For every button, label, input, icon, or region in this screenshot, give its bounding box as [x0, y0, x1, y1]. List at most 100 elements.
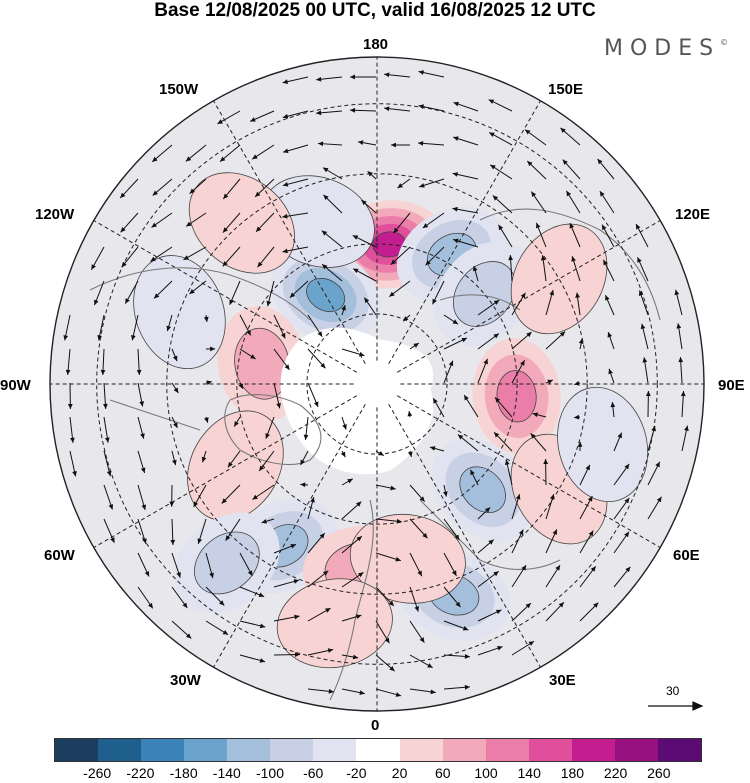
wind-vector-10 [384, 106, 411, 112]
wind-vector-195 [579, 464, 591, 486]
wind-vector-98 [307, 314, 323, 338]
wind-vector-250 [341, 614, 362, 622]
reference-vector-label: 30 [666, 684, 680, 698]
wind-vector-197 [647, 461, 661, 486]
wind-vector-137 [477, 358, 488, 384]
wind-vector-31 [254, 178, 275, 198]
wind-vector-142 [642, 357, 649, 384]
wind-vector-270 [409, 688, 436, 695]
colorbar-tick-label: -140 [212, 765, 241, 781]
wind-vector-180 [681, 425, 689, 452]
wind-vector-16 [219, 144, 241, 163]
wind-vector-81 [321, 263, 343, 282]
latitude-circle-45 [166, 173, 588, 595]
wind-vector-119 [409, 342, 420, 350]
wind-vector-0 [282, 76, 309, 84]
wind-vector-101 [402, 314, 411, 322]
wind-vector-218 [239, 552, 253, 577]
wind-vector-118 [341, 348, 365, 357]
wind-vector-265 [477, 645, 503, 656]
colorbar-tick-label: 220 [603, 765, 628, 781]
wind-vector-157 [532, 412, 547, 418]
logo-mark: © [720, 38, 729, 47]
colorbar-swatch-11 [528, 739, 572, 761]
wind-vector-178 [613, 432, 623, 452]
wind-vector-146 [137, 416, 145, 439]
wind-vector-156 [494, 397, 513, 418]
map-border [49, 56, 705, 712]
wind-vector-187 [300, 482, 309, 488]
colorbar-swatch-0 [55, 739, 99, 761]
meridian-300 [93, 395, 358, 548]
wind-vector-258 [239, 654, 266, 663]
wind-vector-204 [307, 496, 315, 520]
wind-vector-269 [375, 688, 402, 697]
wind-vector-87 [540, 255, 547, 282]
wind-vector-7 [282, 110, 309, 119]
wind-vector-74 [93, 280, 105, 306]
wind-vector-17 [251, 144, 275, 160]
wind-vector-123 [545, 331, 566, 350]
wind-vector-149 [233, 416, 241, 427]
wind-vector-184 [193, 484, 207, 508]
wind-vector-125 [607, 331, 615, 350]
wind-vector-186 [252, 484, 275, 500]
wind-vector-36 [419, 178, 445, 188]
wind-vector-76 [153, 280, 173, 299]
colorbar-swatch-10 [485, 739, 529, 761]
wind-vector-173 [429, 446, 445, 452]
wind-vector-206 [375, 518, 402, 524]
anomaly-contour-17-0 [276, 578, 393, 669]
wind-vector-14 [151, 144, 173, 163]
wind-vector-84 [432, 280, 445, 305]
wind-vector-114 [205, 346, 216, 352]
lon-label-180: 180 [363, 36, 389, 53]
lon-label-60e: 60E [673, 547, 700, 564]
colorbar-swatch-13 [614, 739, 658, 761]
meridian-150 [388, 100, 541, 365]
wind-vector-214 [647, 496, 662, 520]
wind-vector-63 [282, 246, 309, 254]
wind-vector-259 [273, 652, 301, 657]
wind-vector-164 [137, 450, 146, 474]
wind-vector-26 [560, 127, 581, 146]
wind-vector-29 [189, 178, 207, 194]
wind-vector-12 [453, 101, 479, 112]
wind-vector-51 [422, 212, 445, 229]
wind-vector-132 [205, 380, 212, 386]
wind-vector-179 [647, 425, 656, 452]
wind-vector-240 [477, 570, 500, 588]
wind-vector-64 [321, 230, 343, 248]
meridian-120 [396, 220, 661, 373]
wind-vector-213 [613, 497, 630, 520]
north-america-coast [89, 267, 311, 431]
wind-vector-61 [222, 246, 241, 267]
wind-vector-251 [375, 620, 390, 644]
wind-vector-229 [613, 531, 630, 554]
wind-vector-207 [409, 518, 428, 539]
wind-vector-154 [432, 397, 445, 418]
wind-vector-15 [185, 144, 207, 162]
wind-vector-40 [562, 159, 581, 180]
wind-vector-244 [613, 566, 631, 588]
wind-vector-71 [569, 222, 581, 248]
colorbar [54, 738, 702, 762]
wind-vector-55 [565, 190, 581, 214]
wind-vector-151 [303, 416, 309, 440]
wind-vector-23 [453, 136, 479, 146]
anomaly-contour-16-0 [349, 513, 466, 604]
colorbar-tick-label: 260 [647, 765, 671, 781]
wind-vector-196 [613, 463, 630, 486]
lon-label-0: 0 [371, 717, 380, 734]
wind-vectors [63, 70, 689, 697]
polar-map [49, 56, 705, 712]
wind-vector-242 [545, 564, 561, 588]
wind-vector-209 [477, 506, 491, 520]
wind-vector-2 [349, 74, 377, 80]
wind-vector-145 [103, 416, 110, 443]
wind-vector-267 [307, 688, 334, 694]
colorbar-tick-label: 140 [517, 765, 541, 781]
wind-vector-133 [238, 382, 244, 390]
wind-vector-226 [511, 529, 524, 554]
colorbar-swatch-3 [184, 739, 228, 761]
